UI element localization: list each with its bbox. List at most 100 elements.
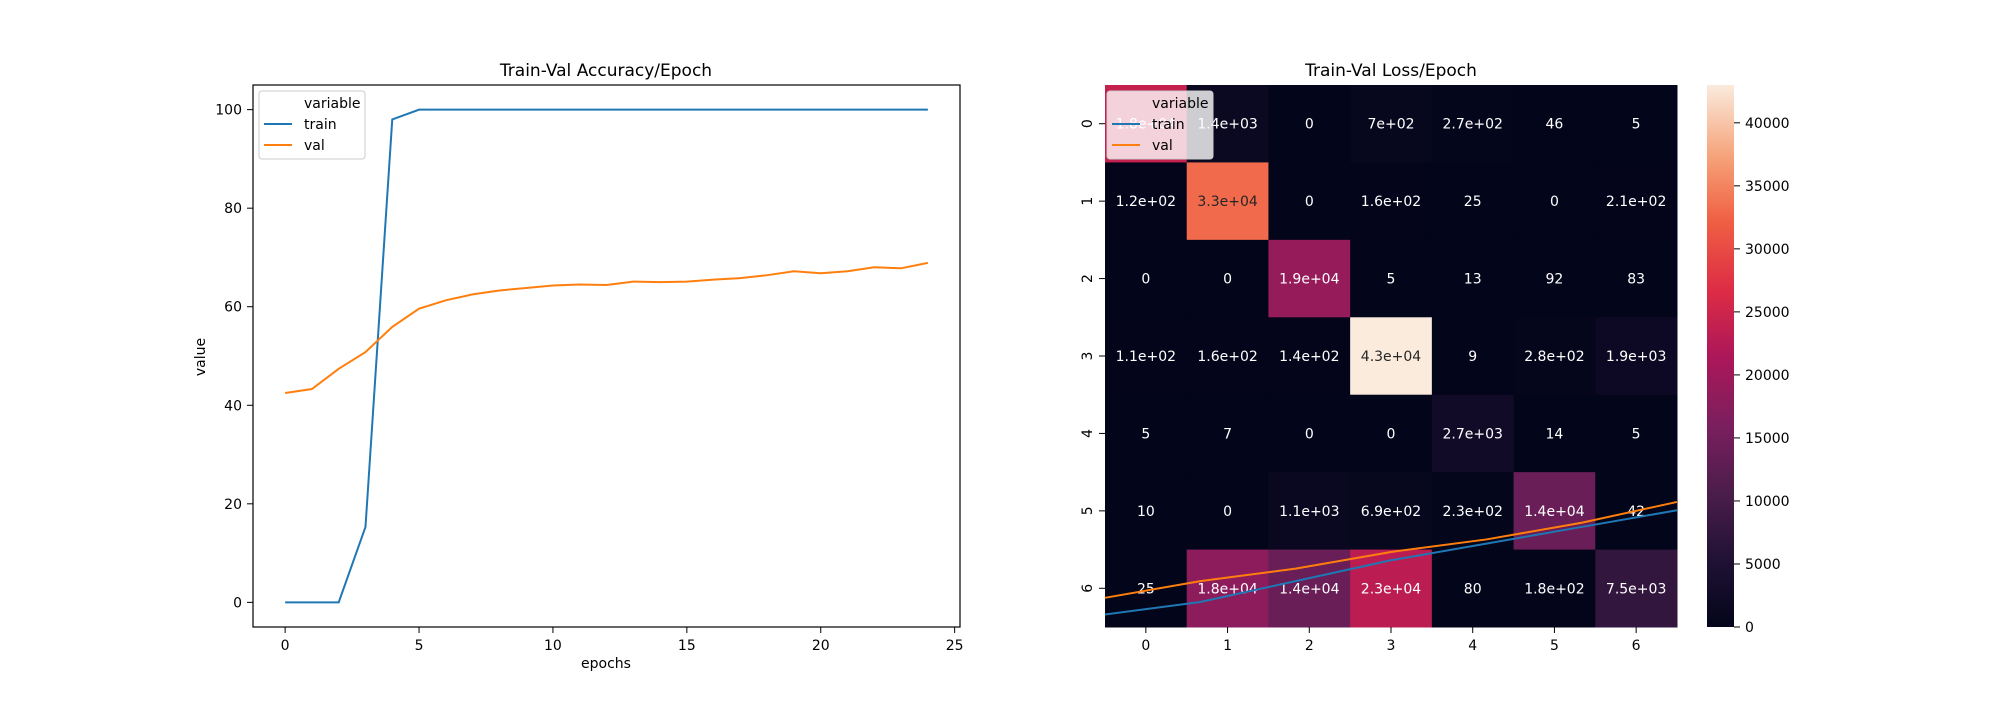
x-tick-label: 0	[281, 638, 290, 654]
heatmap-cell-label: 25	[1464, 194, 1482, 210]
heatmap-cell-label: 1.6e+02	[1361, 194, 1421, 210]
heatmap-cell-label: 7.5e+03	[1606, 581, 1666, 597]
heatmap-cell-label: 2.1e+02	[1606, 194, 1666, 210]
heatmap-x-tick-label: 4	[1468, 638, 1477, 654]
loss-legend-title: variable	[1152, 96, 1208, 112]
heatmap-cell-label: 2.3e+04	[1361, 581, 1422, 597]
accuracy-legend: variable train val	[258, 90, 366, 160]
overlay-line-train	[1104, 509, 1678, 616]
heatmap-cell	[1513, 85, 1596, 163]
heatmap-y-tick-label: 3	[1080, 352, 1096, 361]
heatmap-cell-label: 5	[1387, 272, 1396, 288]
heatmap-cell	[1105, 162, 1188, 241]
colorbar-tick-label: 40000	[1745, 116, 1790, 132]
y-tick-label: 40	[224, 398, 242, 414]
heatmap-cell-label: 7e+02	[1367, 117, 1414, 133]
heatmap-cell-label: 1.9e+04	[1279, 272, 1340, 288]
series-line-val	[284, 261, 929, 394]
heatmap-cell	[1513, 239, 1596, 318]
heatmap-cell	[1513, 162, 1596, 241]
heatmap-cell-label: 2.8e+02	[1524, 349, 1584, 365]
heatmap-cell	[1595, 239, 1678, 318]
heatmap-cell	[1350, 85, 1433, 163]
heatmap-cell-label: 13	[1464, 272, 1482, 288]
loss-legend-train-label: train	[1152, 117, 1185, 133]
x-tick-label: 25	[946, 638, 964, 654]
heatmap-cell-label: 92	[1546, 272, 1564, 288]
heatmap-cell-label: 1.1e+02	[1116, 349, 1176, 365]
heatmap-cell-label: 1.4e+04	[1279, 581, 1340, 597]
loss-chart-title: Train-Val Loss/Epoch	[1304, 61, 1477, 81]
heatmap-cell	[1431, 394, 1515, 473]
heatmap-cell	[1268, 239, 1351, 318]
accuracy-legend-title: variable	[304, 96, 360, 112]
heatmap-cell-label: 1.8e+02	[1524, 581, 1584, 597]
heatmap-cell-label: 0	[1305, 426, 1314, 442]
y-tick-label: 20	[224, 497, 242, 513]
heatmap-cell	[1431, 239, 1515, 318]
heatmap-cell-label: 7	[1223, 426, 1232, 442]
heatmap-cell-label: 1.2e+02	[1116, 194, 1176, 210]
heatmap-cell	[1595, 317, 1678, 396]
heatmap-cell-label: 46	[1546, 117, 1564, 133]
heatmap-cell-label: 1.4e+02	[1279, 349, 1339, 365]
heatmap-cell	[1513, 394, 1596, 473]
heatmap-cell	[1595, 549, 1678, 628]
overlay-line-val	[1104, 500, 1678, 599]
heatmap-cell-label: 1.8e+04	[1197, 581, 1258, 597]
heatmap-cell	[1513, 549, 1596, 628]
heatmap-cell	[1431, 549, 1515, 628]
heatmap-x-tick-label: 3	[1387, 638, 1396, 654]
heatmap-cell-label: 0	[1141, 272, 1150, 288]
heatmap-cell	[1431, 162, 1515, 241]
heatmap-x-tick-label: 5	[1550, 638, 1559, 654]
x-tick-label: 15	[678, 638, 696, 654]
accuracy-legend-train-label: train	[304, 117, 337, 133]
heatmap-cell	[1268, 162, 1351, 241]
accuracy-x-axis-label: epochs	[581, 656, 631, 672]
heatmap-cell-label: 0	[1387, 426, 1396, 442]
heatmap-cell-label: 5	[1632, 117, 1641, 133]
heatmap-cell-label: 0	[1305, 117, 1314, 133]
heatmap-cell	[1186, 239, 1269, 318]
heatmap-cell-label: 5	[1141, 426, 1150, 442]
heatmap-cell	[1268, 472, 1351, 551]
accuracy-plot-frame	[252, 84, 961, 628]
heatmap-cell-label: 14	[1546, 426, 1564, 442]
heatmap-x-tick-label: 1	[1223, 638, 1232, 654]
heatmap-cell-label: 1.9e+03	[1606, 349, 1666, 365]
heatmap-cell	[1350, 394, 1433, 473]
heatmap-cell	[1186, 394, 1269, 473]
heatmap-cell	[1186, 549, 1269, 628]
heatmap-y-tick-label: 4	[1080, 429, 1096, 438]
heatmap-cell-label: 80	[1464, 581, 1482, 597]
heatmap-cell	[1595, 394, 1678, 473]
heatmap-y-tick-label: 2	[1080, 274, 1096, 283]
colorbar-tick-label: 10000	[1745, 494, 1790, 510]
heatmap-cell-label: 0	[1305, 194, 1314, 210]
heatmap-cell	[1105, 239, 1188, 318]
heatmap-cell	[1595, 85, 1678, 163]
accuracy-legend-box	[258, 90, 366, 160]
accuracy-chart-title: Train-Val Accuracy/Epoch	[499, 61, 712, 81]
heatmap-x-tick-label: 2	[1305, 638, 1314, 654]
heatmap-cell	[1186, 162, 1269, 241]
heatmap-x-tick-label: 6	[1632, 638, 1641, 654]
heatmap-cell	[1105, 472, 1188, 551]
heatmap-cell-label: 25	[1137, 581, 1155, 597]
heatmap-cell	[1268, 317, 1351, 396]
heatmap-cell	[1350, 472, 1433, 551]
heatmap-cell	[1595, 162, 1678, 241]
y-tick-label: 100	[215, 103, 242, 119]
heatmap-cell-label: 2.7e+03	[1442, 426, 1502, 442]
heatmap-cell	[1350, 162, 1433, 241]
heatmap-cell	[1350, 549, 1433, 628]
heatmap-cell-label: 2.3e+02	[1442, 504, 1502, 520]
heatmap-cell	[1350, 317, 1433, 396]
x-tick-label: 5	[415, 638, 424, 654]
colorbar-tick-label: 5000	[1745, 557, 1781, 573]
heatmap-cell-label: 5	[1632, 426, 1641, 442]
colorbar-tick-label: 35000	[1745, 179, 1790, 195]
accuracy-legend-val-label: val	[304, 138, 325, 154]
heatmap-y-tick-label: 0	[1080, 119, 1096, 128]
